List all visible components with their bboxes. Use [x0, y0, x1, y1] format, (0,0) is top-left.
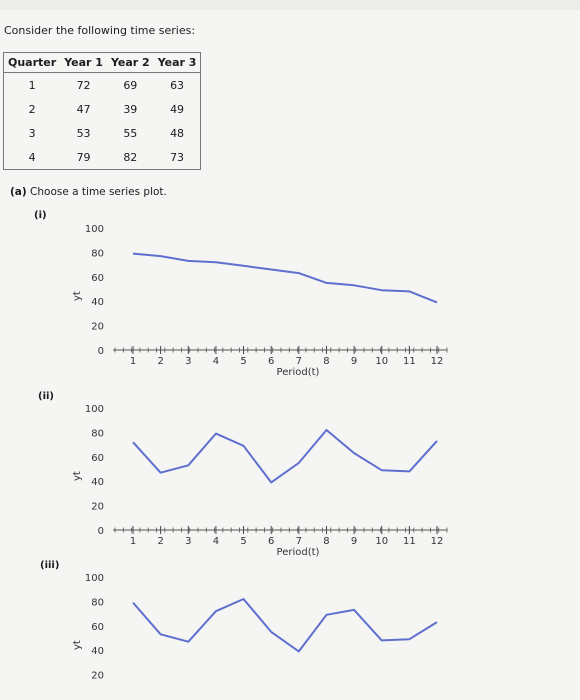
- header-year-1: Year 1: [60, 52, 107, 73]
- x-tick-label: 12: [431, 356, 444, 367]
- x-tick-label: 2: [157, 536, 163, 547]
- x-tick-label: 11: [403, 536, 416, 547]
- prompt-text: Consider the following time series:: [4, 24, 196, 37]
- table-cell: 47: [76, 102, 91, 116]
- table-cell: 39: [123, 102, 138, 116]
- table-row: 1 72 69 63: [4, 73, 201, 98]
- table-cell: 82: [123, 150, 138, 164]
- y-tick-label: 20: [91, 502, 104, 513]
- header-quarter: Quarter: [3, 52, 61, 73]
- x-tick-label: 4: [213, 536, 219, 547]
- header-year-3: Year 3: [153, 52, 201, 73]
- x-tick-label: 2: [157, 356, 163, 367]
- x-axis-label: Period(t): [277, 547, 320, 558]
- x-tick-label: 11: [403, 356, 416, 367]
- y-tick-label: 80: [91, 428, 104, 439]
- option-label-i[interactable]: (i): [34, 210, 47, 221]
- x-tick-label: 7: [296, 356, 302, 367]
- x-tick-label: 8: [323, 536, 329, 547]
- table-cell: 73: [170, 150, 185, 164]
- series-line: [132, 598, 438, 653]
- table-cell: 1: [28, 78, 36, 92]
- y-tick-label: 100: [85, 404, 104, 415]
- question-part-label: (a): [10, 186, 27, 198]
- x-tick-label: 9: [351, 536, 357, 547]
- table-cell: 63: [170, 78, 185, 92]
- table-cell: 4: [28, 150, 36, 164]
- question-part-a: (a) Choose a time series plot.: [10, 186, 167, 198]
- x-tick-label: 3: [185, 356, 191, 367]
- x-tick-label: 10: [375, 356, 388, 367]
- table-row: 4 79 82 73: [4, 145, 201, 170]
- y-tick-label: 0: [98, 346, 104, 357]
- header-year-2: Year 2: [106, 52, 154, 73]
- table-cell: 79: [76, 150, 91, 164]
- table-cell: 49: [170, 102, 185, 116]
- table-cell: 2: [28, 102, 36, 116]
- y-axis-label: yt: [72, 291, 83, 301]
- y-tick-label: 60: [91, 453, 104, 464]
- table-cell: 3: [28, 126, 36, 140]
- y-tick-label: 100: [85, 573, 104, 584]
- x-tick-label: 5: [240, 536, 246, 547]
- table-row: 3 53 55 48: [4, 121, 201, 145]
- y-tick-label: 20: [91, 322, 104, 333]
- x-tick-label: 1: [130, 536, 136, 547]
- table-cell: 53: [76, 126, 91, 140]
- y-tick-label: 40: [91, 477, 104, 488]
- series-line: [132, 429, 438, 484]
- option-label-ii[interactable]: (ii): [38, 391, 54, 402]
- table-cell: 69: [123, 78, 138, 92]
- y-tick-label: 100: [85, 224, 104, 235]
- y-tick-label: 80: [91, 248, 104, 259]
- time-series-table: Quarter Year 1 Year 2 Year 3 1 72 69 63 …: [3, 52, 202, 170]
- table-row: 2 47 39 49: [4, 97, 201, 121]
- y-tick-label: 80: [91, 597, 104, 608]
- x-tick-label: 5: [240, 356, 246, 367]
- table-cell: 55: [123, 126, 138, 140]
- y-tick-label: 40: [91, 297, 104, 308]
- table-cell: 72: [76, 78, 91, 92]
- x-tick-label: 1: [130, 356, 136, 367]
- x-tick-label: 6: [268, 536, 274, 547]
- x-tick-label: 12: [431, 536, 444, 547]
- x-tick-label: 8: [323, 356, 329, 367]
- x-tick-label: 4: [213, 356, 219, 367]
- y-axis-label: yt: [72, 471, 83, 481]
- y-axis-label: yt: [72, 640, 83, 650]
- y-tick-label: 0: [98, 526, 104, 537]
- y-tick-label: 60: [91, 622, 104, 633]
- option-label-iii[interactable]: (iii): [40, 560, 60, 571]
- x-tick-label: 7: [296, 536, 302, 547]
- table-header-row: Quarter Year 1 Year 2 Year 3: [3, 52, 201, 73]
- y-tick-label: 20: [91, 671, 104, 682]
- top-strip: [0, 0, 580, 10]
- x-tick-label: 3: [185, 536, 191, 547]
- x-tick-label: 10: [375, 536, 388, 547]
- x-tick-label: 6: [268, 356, 274, 367]
- x-axis-label: Period(t): [277, 367, 320, 378]
- question-part-text: Choose a time series plot.: [30, 186, 167, 198]
- y-tick-label: 60: [91, 273, 104, 284]
- series-line: [132, 252, 438, 304]
- y-tick-label: 40: [91, 646, 104, 657]
- x-tick-label: 9: [351, 356, 357, 367]
- table-cell: 48: [170, 126, 185, 140]
